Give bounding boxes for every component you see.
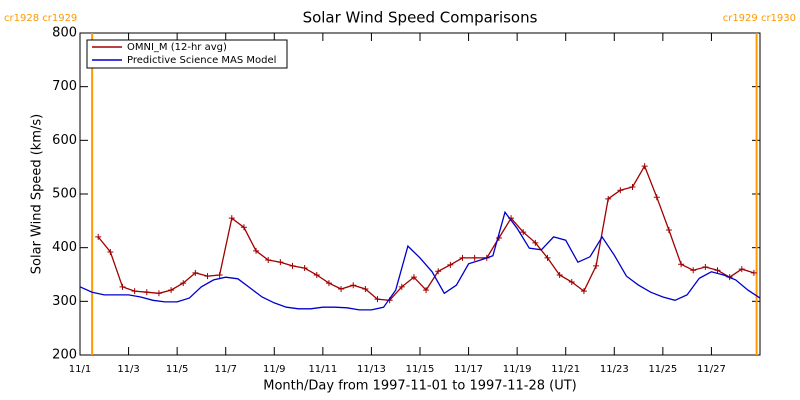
data-point [410, 274, 417, 281]
x-tick-label: 11/15 [406, 364, 435, 375]
data-point [568, 279, 575, 286]
data-point [423, 287, 430, 294]
data-point [678, 261, 685, 268]
x-tick-label: 11/25 [648, 364, 677, 375]
legend-label: OMNI_M (12-hr avg) [127, 42, 227, 53]
data-point [605, 195, 612, 202]
data-point [714, 267, 721, 274]
data-point [131, 288, 138, 295]
data-point [617, 187, 624, 194]
data-point [277, 259, 284, 266]
x-tick-label: 11/13 [357, 364, 386, 375]
series-line [97, 164, 755, 301]
y-tick-label: 200 [52, 348, 77, 363]
data-point [580, 288, 587, 295]
boundary-label: cr1928 cr1929 [4, 13, 77, 24]
x-tick-label: 11/19 [503, 364, 532, 375]
data-point [155, 290, 162, 297]
data-point [107, 248, 114, 255]
data-point [520, 229, 527, 236]
data-point [641, 163, 648, 170]
legend-box [86, 39, 288, 69]
plot-frame [79, 32, 761, 356]
data-point [544, 254, 551, 261]
x-tick-label: 11/11 [308, 364, 337, 375]
y-tick-label: 700 [52, 79, 77, 94]
y-axis-label: Solar Wind Speed (km/s) [30, 114, 45, 274]
data-point [702, 263, 709, 270]
legend-label: Predictive Science MAS Model [127, 55, 276, 66]
y-tick-label: 800 [52, 26, 77, 41]
data-point [228, 215, 235, 222]
data-point [192, 269, 199, 276]
y-tick-label: 500 [52, 187, 77, 202]
data-point [447, 261, 454, 268]
data-point [665, 226, 672, 233]
data-point [738, 266, 745, 273]
data-point [653, 194, 660, 201]
data-point [593, 262, 600, 269]
data-point [750, 269, 757, 276]
x-tick-label: 11/7 [214, 364, 236, 375]
boundary-label: cr1929 cr1930 [723, 13, 796, 24]
data-point [253, 247, 260, 254]
x-tick-label: 11/27 [697, 364, 726, 375]
data-point [532, 239, 539, 246]
y-tick-label: 400 [52, 240, 77, 255]
y-tick-label: 600 [52, 133, 77, 148]
data-point [338, 285, 345, 292]
data-point [119, 283, 126, 290]
data-point [459, 254, 466, 261]
data-point [240, 224, 247, 231]
x-tick-label: 11/5 [166, 364, 188, 375]
data-point [180, 280, 187, 287]
data-point [313, 272, 320, 279]
data-point [289, 262, 296, 269]
data-point [204, 273, 211, 280]
data-point [216, 272, 223, 279]
x-tick-label: 11/9 [263, 364, 285, 375]
data-point [265, 257, 272, 264]
y-tick-label: 300 [52, 294, 77, 309]
series-line [79, 210, 761, 311]
x-axis-label: Month/Day from 1997-11-01 to 1997-11-28 … [263, 379, 576, 394]
data-point [374, 296, 381, 303]
data-point [471, 254, 478, 261]
data-point [325, 280, 332, 287]
data-point [629, 184, 636, 191]
data-point [556, 272, 563, 279]
x-tick-label: 11/17 [454, 364, 483, 375]
x-tick-label: 11/1 [69, 364, 91, 375]
data-point [168, 287, 175, 294]
data-point [301, 265, 308, 272]
data-point [362, 285, 369, 292]
data-point [690, 267, 697, 274]
x-tick-label: 11/3 [117, 364, 139, 375]
data-point [143, 289, 150, 296]
data-point [95, 233, 102, 240]
x-tick-label: 11/23 [600, 364, 629, 375]
data-point [435, 268, 442, 275]
chart-title: Solar Wind Speed Comparisons [303, 9, 538, 27]
data-point [398, 283, 405, 290]
data-point [350, 282, 357, 289]
x-tick-label: 11/21 [551, 364, 580, 375]
